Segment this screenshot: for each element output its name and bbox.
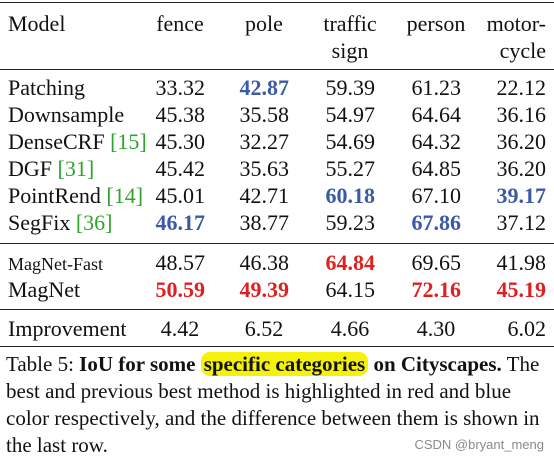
header-cycle: cycle <box>499 38 546 63</box>
cell-traffic-sign: 54.97 <box>325 102 376 127</box>
cell-motorcycle: 37.12 <box>496 210 547 235</box>
row-name: Downsample <box>8 102 125 127</box>
header-pole: pole <box>245 11 283 36</box>
cell-traffic-sign: 64.15 <box>325 277 376 302</box>
cell-pole: 49.39 <box>239 277 290 302</box>
header-sign: sign <box>331 38 369 63</box>
group-rule <box>0 243 554 244</box>
cell-fence: 33.32 <box>155 75 206 100</box>
table-caption: Table 5: IoU for some specific categorie… <box>6 351 552 459</box>
row-name: SegFix [36] <box>8 210 113 235</box>
citation: [31] <box>57 156 95 181</box>
cell-pole: 32.27 <box>239 129 290 154</box>
cell-fence: 45.30 <box>155 129 206 154</box>
cell-motorcycle: 41.98 <box>496 250 547 275</box>
cell-pole: 6.52 <box>244 316 284 341</box>
cell-fence: 45.38 <box>155 102 206 127</box>
cell-motorcycle: 39.17 <box>496 183 547 208</box>
caption-bold-part1: IoU for some <box>79 352 196 376</box>
caption-bold-part2: on Cityscapes. <box>373 352 502 376</box>
cell-traffic-sign: 59.39 <box>325 75 376 100</box>
header-motor: motor- <box>486 11 546 36</box>
cell-person: 69.65 <box>411 250 462 275</box>
cell-person: 61.23 <box>411 75 462 100</box>
row-name: MagNet-Fast <box>8 254 103 274</box>
cell-traffic-sign: 60.18 <box>325 183 376 208</box>
cell-person: 64.32 <box>411 129 462 154</box>
header-model: Model <box>8 11 66 36</box>
cell-pole: 46.38 <box>239 250 290 275</box>
row-name: MagNet <box>8 277 81 302</box>
row-name: DGF [31] <box>8 156 95 181</box>
cell-motorcycle: 36.16 <box>496 102 547 127</box>
caption-label: Table 5: <box>6 352 74 376</box>
citation: [36] <box>75 210 113 235</box>
cell-pole: 42.71 <box>239 183 290 208</box>
caption-highlight: specific categories <box>200 352 369 376</box>
cell-motorcycle: 36.20 <box>496 129 547 154</box>
cell-motorcycle: 45.19 <box>496 277 547 302</box>
cell-motorcycle: 22.12 <box>496 75 547 100</box>
cell-traffic-sign: 64.84 <box>325 250 376 275</box>
cell-motorcycle: 6.02 <box>507 316 547 341</box>
cell-traffic-sign: 55.27 <box>325 156 376 181</box>
cell-person: 67.10 <box>411 183 462 208</box>
row-name: PointRend [14] <box>8 183 144 208</box>
cell-fence: 50.59 <box>155 277 206 302</box>
citation: [15] <box>110 129 147 154</box>
cell-pole: 35.58 <box>239 102 290 127</box>
cell-person: 4.30 <box>416 316 456 341</box>
header-rule <box>0 69 554 70</box>
improvement-rule <box>0 309 554 310</box>
cell-fence: 45.01 <box>155 183 206 208</box>
citation: [14] <box>106 183 144 208</box>
cell-pole: 35.63 <box>239 156 290 181</box>
cell-motorcycle: 36.20 <box>496 156 547 181</box>
row-name: DenseCRF [15] <box>8 129 147 154</box>
cell-pole: 42.87 <box>239 75 290 100</box>
header-traffic: traffic <box>323 11 377 36</box>
row-name: Improvement <box>8 316 127 341</box>
cell-traffic-sign: 4.66 <box>330 316 370 341</box>
header-person: person <box>406 11 466 36</box>
cell-fence: 46.17 <box>155 210 206 235</box>
watermark: CSDN @bryant_meng <box>414 437 544 452</box>
cell-person: 72.16 <box>411 277 462 302</box>
header-fence: fence <box>156 11 204 36</box>
cell-person: 64.85 <box>411 156 462 181</box>
cell-traffic-sign: 59.23 <box>325 210 376 235</box>
cell-traffic-sign: 54.69 <box>325 129 376 154</box>
cell-fence: 45.42 <box>155 156 206 181</box>
cell-fence: 48.57 <box>155 250 206 275</box>
row-name: Patching <box>8 75 85 100</box>
cell-person: 67.86 <box>411 210 462 235</box>
bottom-rule <box>0 346 554 347</box>
caption-body: The best and previous best method is hig… <box>6 352 540 457</box>
cell-person: 64.64 <box>411 102 462 127</box>
cell-pole: 38.77 <box>239 210 290 235</box>
top-rule <box>0 2 554 3</box>
cell-fence: 4.42 <box>160 316 200 341</box>
